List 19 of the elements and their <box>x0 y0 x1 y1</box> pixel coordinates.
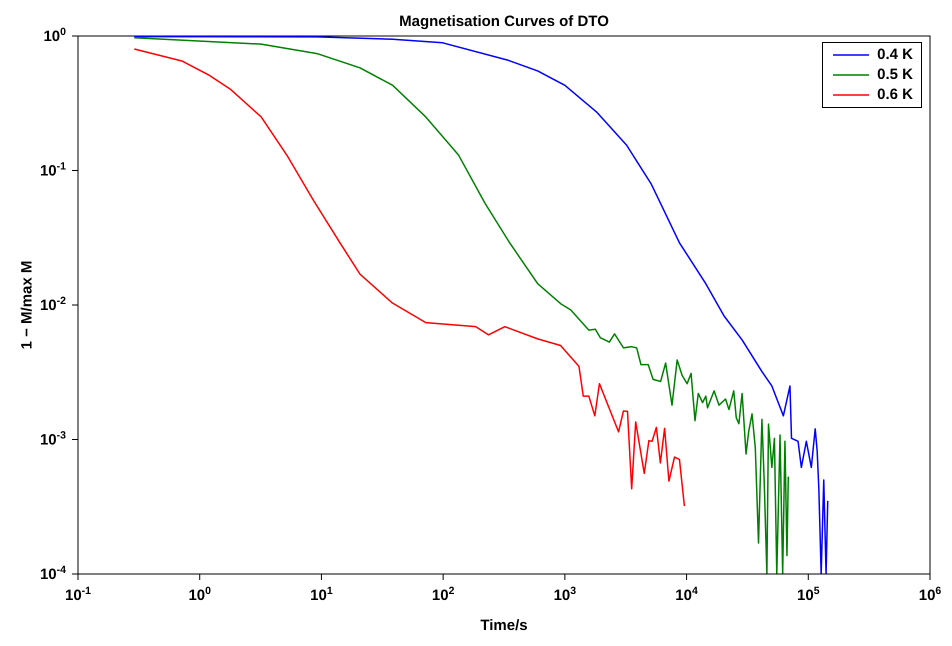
x-axis-title: Time/s <box>480 617 528 634</box>
legend-label: 0.5 K <box>877 65 913 85</box>
y-axis-title: 1 − M/max M <box>18 260 36 350</box>
legend-label: 0.4 K <box>877 45 913 65</box>
y-tick-label: 10$^{-2}$ <box>40 295 66 314</box>
x-tick-label: 10$^{2}$ <box>432 585 455 604</box>
x-tick-label: 10$^{1}$ <box>310 585 333 604</box>
x-tick-label: 10$^{6}$ <box>918 585 942 604</box>
legend-label: 0.6 K <box>877 85 913 105</box>
x-tick-label: 10$^{-1}$ <box>64 585 92 604</box>
x-tick-label: 10$^{4}$ <box>675 585 698 604</box>
y-tick-label: 10$^{-1}$ <box>40 160 66 180</box>
y-tick-label: 10$^{-4}$ <box>40 564 66 583</box>
x-tick-label: 10$^{5}$ <box>797 585 820 604</box>
chart-title: Magnetisation Curves of DTO <box>399 13 610 30</box>
y-tick-label: 10$^{-3}$ <box>40 430 66 448</box>
y-tick-label: 10$^{0}$ <box>43 26 66 45</box>
x-tick-label: 10$^{3}$ <box>554 585 576 604</box>
x-tick-label: 10$^{0}$ <box>188 585 212 604</box>
